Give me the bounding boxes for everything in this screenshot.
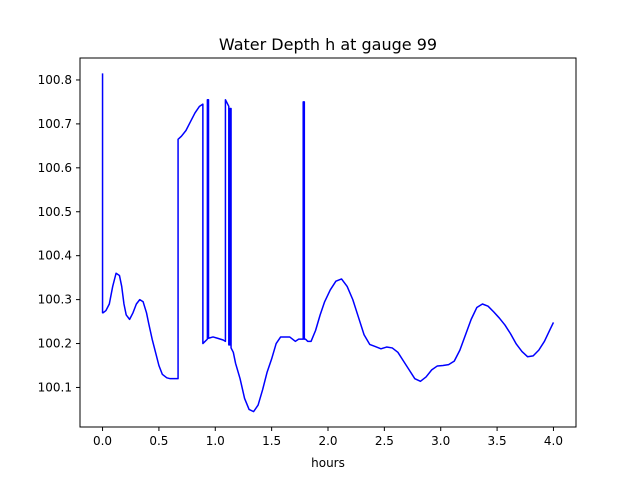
x-tick-label: 1.5 <box>262 434 281 448</box>
y-tick-label: 100.5 <box>38 205 72 219</box>
y-tick-label: 100.7 <box>38 117 72 131</box>
y-axis-ticks: 100.1 100.2 100.3 100.4 100.5 100.6 100.7 100.8 <box>38 73 80 394</box>
x-tick-label: 4.0 <box>544 434 563 448</box>
plot-area: 0.0 0.5 1.0 1.5 2.0 2.5 3.0 3.5 4.0 100.1100.210… <box>38 57 577 448</box>
y-tick-label: 100.8 <box>38 73 72 87</box>
x-axis-label: hours <box>311 456 345 470</box>
x-tick-label: 3.0 <box>431 434 450 448</box>
chart-title: Water Depth h at gauge 99 <box>219 35 437 54</box>
series-line-0 <box>101 73 555 413</box>
y-tick-label: 100.1 <box>38 380 72 394</box>
x-tick-label: 1.0 <box>206 434 225 448</box>
y-tick-label: 100.3 <box>38 293 72 307</box>
x-tick-label: 0.5 <box>149 434 168 448</box>
y-tick-label: 100.6 <box>38 161 72 175</box>
x-tick-label: 0.0 <box>93 434 112 448</box>
x-tick-label: 3.5 <box>488 434 507 448</box>
x-tick-label: 2.0 <box>318 434 337 448</box>
x-tick-label: 2.5 <box>375 434 394 448</box>
y-tick-label: 100.2 <box>38 337 72 351</box>
x-axis-ticks: 0.0 0.5 1.0 1.5 2.0 2.5 3.0 3.5 4.0 <box>93 427 563 448</box>
series-layer <box>101 73 555 413</box>
y-tick-label: 100.4 <box>38 249 72 263</box>
